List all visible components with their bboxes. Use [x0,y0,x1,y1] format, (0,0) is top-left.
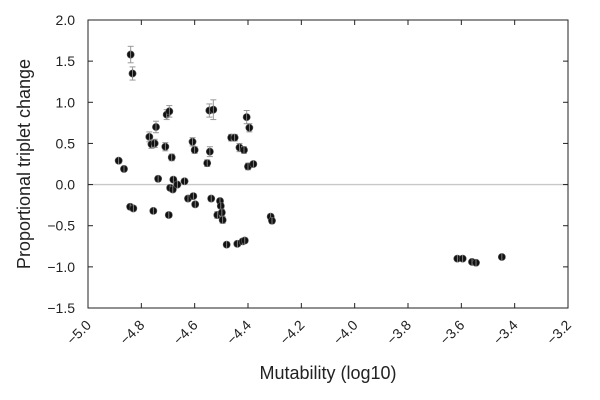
data-point [173,180,182,189]
data-point [190,146,199,154]
y-tick-label: 0.0 [56,177,76,193]
data-point [209,99,218,121]
data-point [218,216,227,224]
data-point [245,123,254,133]
data-point [217,208,226,217]
data-point [207,194,216,203]
data-point [168,185,177,194]
data-point [188,137,197,147]
data-point [150,138,159,149]
x-tick-label: −4.2 [277,317,308,348]
x-axis-title: Mutability (log10) [259,363,396,383]
data-point [126,45,135,64]
data-point [167,153,176,162]
data-point [189,192,198,200]
data-point [472,258,480,267]
data-point [249,160,258,168]
data-point [180,177,189,186]
data-point [222,240,231,249]
data-point [458,254,467,263]
data-point [120,165,128,173]
data-point [152,120,160,134]
data-point [240,146,248,154]
y-tick-label: 1.5 [56,53,76,69]
y-tick-label: −0.5 [47,218,75,234]
x-tick-label: −4.8 [117,317,148,348]
y-tick-label: 2.0 [56,12,76,28]
data-point [154,174,163,183]
y-tick-label: −1.5 [47,300,75,316]
data-point [205,146,214,158]
data-point [165,105,174,118]
x-tick-label: −5.0 [63,317,94,348]
data-point [216,202,225,210]
y-tick-label: −1.0 [47,259,75,275]
data-point [129,204,138,213]
x-tick-label: −3.6 [437,317,468,348]
x-tick-label: −3.8 [383,317,414,348]
data-point [203,159,212,168]
data-point [242,110,251,125]
data-point [128,66,137,81]
x-tick-label: −4.4 [223,317,254,348]
data-point [497,253,506,261]
data-point [161,142,170,152]
data-point [240,236,249,245]
x-tick-label: −3.2 [543,317,574,348]
x-axis-ticks: −5.0 −4.8 −4.6 −4.4 −4.2 −4.0 −3.8 −3.6 −3.4 −3.2 [63,20,574,348]
x-tick-label: −3.4 [490,317,521,348]
x-tick-label: −4.0 [330,317,361,348]
x-tick-label: −4.6 [170,317,201,348]
data-point [164,211,173,219]
data-point [191,200,200,209]
y-axis-title: Proportional triplet change [14,59,34,269]
plot-area-frame [87,19,569,309]
y-tick-label: 0.5 [56,135,76,151]
y-tick-label: 1.0 [56,94,76,110]
y-axis-ticks: −1.5 −1.0 −0.5 0.0 0.5 1.0 1.5 2.0 [47,12,568,316]
data-point [268,216,276,225]
data-point [149,207,158,215]
data-points-layer [114,45,506,267]
data-point [230,133,239,142]
data-point [114,156,123,165]
